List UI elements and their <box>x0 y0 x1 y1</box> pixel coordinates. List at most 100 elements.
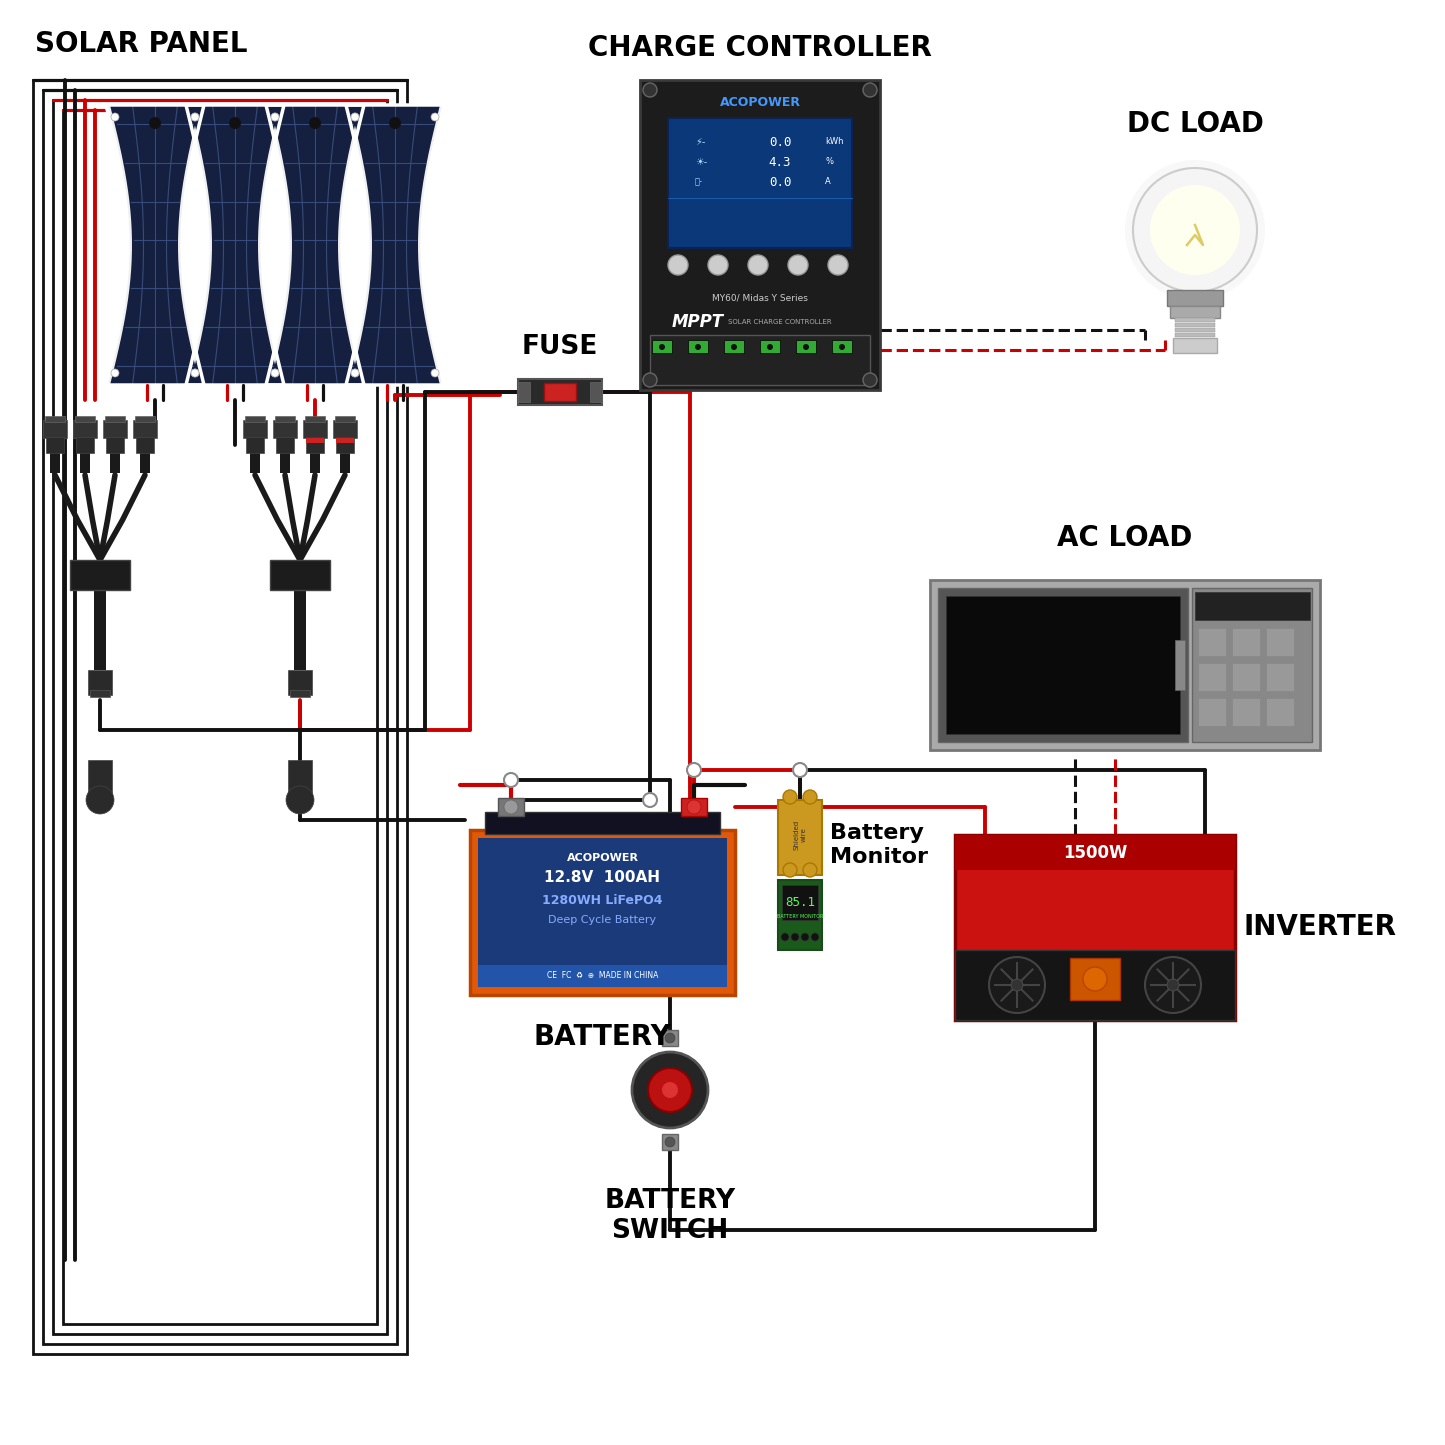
Bar <box>335 416 355 422</box>
Text: BATTERY: BATTERY <box>533 1023 672 1051</box>
Text: ACOPOWER: ACOPOWER <box>720 95 801 108</box>
Text: ACOPOWER: ACOPOWER <box>566 853 639 863</box>
Bar <box>1198 663 1225 691</box>
Circle shape <box>272 113 279 121</box>
Circle shape <box>863 82 877 97</box>
Circle shape <box>1168 980 1179 991</box>
Text: SOLAR PANEL: SOLAR PANEL <box>35 30 247 58</box>
Circle shape <box>643 82 657 97</box>
Bar <box>796 340 816 353</box>
Circle shape <box>863 373 877 387</box>
Bar <box>270 561 329 590</box>
Bar <box>1233 629 1260 656</box>
Circle shape <box>767 344 773 350</box>
Bar <box>760 340 780 353</box>
Bar <box>69 561 130 590</box>
Bar <box>88 760 113 795</box>
Bar <box>332 420 357 438</box>
Polygon shape <box>270 105 360 384</box>
Bar <box>75 416 95 422</box>
Bar <box>77 436 94 452</box>
Bar <box>94 590 105 670</box>
Polygon shape <box>186 105 285 384</box>
Text: 85.1: 85.1 <box>785 896 815 909</box>
Circle shape <box>793 763 806 777</box>
Circle shape <box>828 254 848 275</box>
Bar <box>470 829 736 996</box>
Text: 12.8V  100AH: 12.8V 100AH <box>545 870 660 886</box>
Bar <box>499 798 525 816</box>
Circle shape <box>803 863 816 877</box>
Circle shape <box>662 1082 678 1098</box>
Bar <box>337 438 354 444</box>
Text: 1280WH LiFePO4: 1280WH LiFePO4 <box>542 893 663 906</box>
Bar <box>668 118 853 249</box>
Bar <box>53 100 387 1334</box>
Polygon shape <box>110 105 199 384</box>
Text: 0.0: 0.0 <box>769 136 792 149</box>
Circle shape <box>191 113 199 121</box>
Bar <box>1069 958 1120 1000</box>
Bar <box>1198 698 1225 725</box>
Circle shape <box>228 117 241 129</box>
Text: CE  FC  ♻  ⊕  MADE IN CHINA: CE FC ♻ ⊕ MADE IN CHINA <box>546 971 657 981</box>
Bar <box>1168 290 1222 306</box>
Circle shape <box>351 368 358 377</box>
Bar <box>777 801 822 876</box>
Bar <box>1175 332 1215 337</box>
Circle shape <box>431 368 439 377</box>
Circle shape <box>111 368 118 377</box>
Circle shape <box>686 763 701 777</box>
Bar <box>1266 663 1295 691</box>
Text: %: % <box>825 158 832 166</box>
Bar <box>79 452 90 473</box>
Bar <box>955 835 1235 1020</box>
Bar <box>136 436 155 452</box>
Bar <box>103 420 127 438</box>
Bar <box>777 880 822 949</box>
Circle shape <box>668 254 688 275</box>
Circle shape <box>286 786 314 814</box>
Bar <box>288 670 312 695</box>
Bar <box>276 436 293 452</box>
Bar <box>1175 328 1215 332</box>
Bar <box>1195 592 1311 620</box>
Circle shape <box>1082 967 1107 991</box>
Bar <box>290 691 311 696</box>
Text: 🔋-: 🔋- <box>695 178 704 186</box>
Circle shape <box>780 933 789 941</box>
Circle shape <box>647 1068 692 1113</box>
Bar <box>662 1134 678 1150</box>
Circle shape <box>1011 980 1023 991</box>
Bar <box>640 79 880 390</box>
Circle shape <box>1144 957 1201 1013</box>
Bar <box>1233 663 1260 691</box>
Circle shape <box>191 113 199 121</box>
Polygon shape <box>266 105 364 384</box>
Text: ☀-: ☀- <box>695 158 707 168</box>
Bar <box>105 416 126 422</box>
Circle shape <box>1126 160 1264 301</box>
Circle shape <box>686 801 701 814</box>
Circle shape <box>811 933 819 941</box>
Circle shape <box>801 933 809 941</box>
Text: 4.3: 4.3 <box>769 156 792 169</box>
Bar <box>275 416 295 422</box>
Circle shape <box>191 368 199 377</box>
Bar <box>1175 640 1185 691</box>
Bar <box>250 452 260 473</box>
Circle shape <box>631 1052 708 1129</box>
Bar <box>133 420 158 438</box>
Bar <box>90 691 110 696</box>
Circle shape <box>840 344 845 350</box>
Bar <box>652 340 672 353</box>
Text: A: A <box>825 178 831 186</box>
Circle shape <box>111 113 118 121</box>
Bar <box>724 340 744 353</box>
Polygon shape <box>350 105 439 384</box>
Bar <box>64 110 377 1324</box>
Bar <box>478 838 727 981</box>
Circle shape <box>351 113 358 121</box>
Circle shape <box>749 254 767 275</box>
Bar <box>688 340 708 353</box>
